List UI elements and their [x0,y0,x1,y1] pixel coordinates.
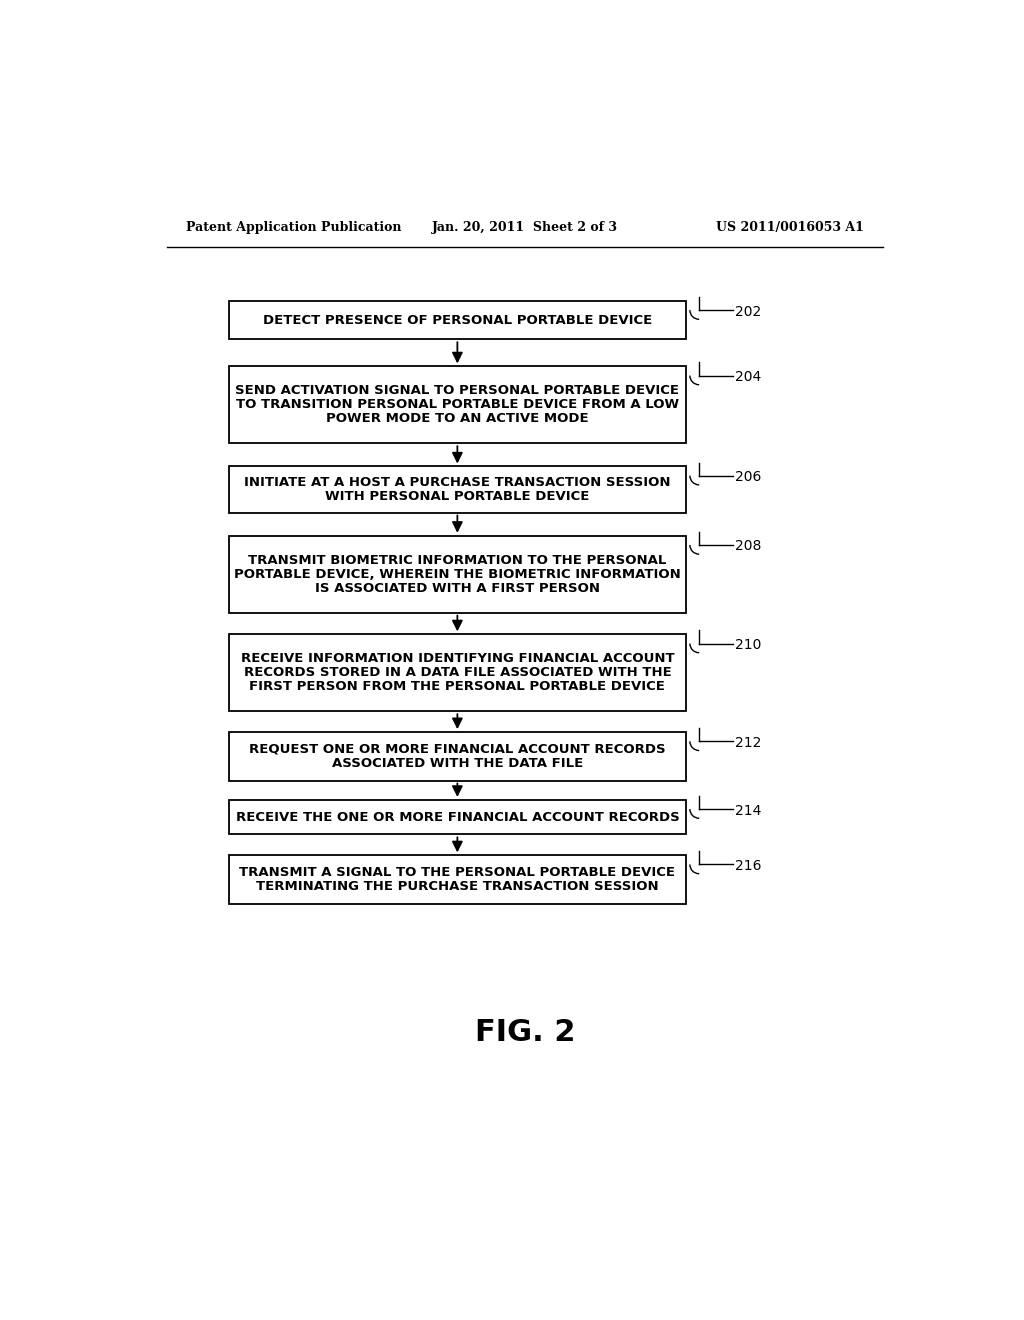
Text: WITH PERSONAL PORTABLE DEVICE: WITH PERSONAL PORTABLE DEVICE [326,490,590,503]
Text: Patent Application Publication: Patent Application Publication [186,222,401,234]
Text: TERMINATING THE PURCHASE TRANSACTION SESSION: TERMINATING THE PURCHASE TRANSACTION SES… [256,880,658,892]
Text: FIG. 2: FIG. 2 [474,1018,575,1047]
Text: 204: 204 [735,370,761,384]
Text: 214: 214 [735,804,761,817]
Bar [228,733,686,780]
Text: US 2011/0016053 A1: US 2011/0016053 A1 [716,222,863,234]
Bar [228,466,686,512]
Text: TRANSMIT BIOMETRIC INFORMATION TO THE PERSONAL: TRANSMIT BIOMETRIC INFORMATION TO THE PE… [248,554,667,566]
Text: 216: 216 [735,859,761,873]
Text: DETECT PRESENCE OF PERSONAL PORTABLE DEVICE: DETECT PRESENCE OF PERSONAL PORTABLE DEV… [263,314,652,326]
Text: RECORDS STORED IN A DATA FILE ASSOCIATED WITH THE: RECORDS STORED IN A DATA FILE ASSOCIATED… [244,667,672,680]
Text: 208: 208 [735,540,761,553]
Text: 202: 202 [735,305,761,318]
Text: REQUEST ONE OR MORE FINANCIAL ACCOUNT RECORDS: REQUEST ONE OR MORE FINANCIAL ACCOUNT RE… [249,743,666,756]
Text: 210: 210 [735,638,761,652]
Text: IS ASSOCIATED WITH A FIRST PERSON: IS ASSOCIATED WITH A FIRST PERSON [314,582,600,594]
Text: RECEIVE INFORMATION IDENTIFYING FINANCIAL ACCOUNT: RECEIVE INFORMATION IDENTIFYING FINANCIA… [241,652,674,665]
Text: TRANSMIT A SIGNAL TO THE PERSONAL PORTABLE DEVICE: TRANSMIT A SIGNAL TO THE PERSONAL PORTAB… [240,866,676,879]
Text: Jan. 20, 2011  Sheet 2 of 3: Jan. 20, 2011 Sheet 2 of 3 [432,222,617,234]
Text: 206: 206 [735,470,761,484]
Bar [228,855,686,904]
Bar [228,301,686,339]
Text: 212: 212 [735,735,761,750]
Text: FIRST PERSON FROM THE PERSONAL PORTABLE DEVICE: FIRST PERSON FROM THE PERSONAL PORTABLE … [250,680,666,693]
Text: SEND ACTIVATION SIGNAL TO PERSONAL PORTABLE DEVICE: SEND ACTIVATION SIGNAL TO PERSONAL PORTA… [236,384,679,397]
Text: RECEIVE THE ONE OR MORE FINANCIAL ACCOUNT RECORDS: RECEIVE THE ONE OR MORE FINANCIAL ACCOUN… [236,810,679,824]
Bar [228,800,686,834]
Bar [228,635,686,711]
Text: POWER MODE TO AN ACTIVE MODE: POWER MODE TO AN ACTIVE MODE [326,412,589,425]
Bar [228,536,686,612]
Bar [228,367,686,444]
Text: TO TRANSITION PERSONAL PORTABLE DEVICE FROM A LOW: TO TRANSITION PERSONAL PORTABLE DEVICE F… [236,399,679,412]
Text: ASSOCIATED WITH THE DATA FILE: ASSOCIATED WITH THE DATA FILE [332,756,583,770]
Text: INITIATE AT A HOST A PURCHASE TRANSACTION SESSION: INITIATE AT A HOST A PURCHASE TRANSACTIO… [244,477,671,490]
Text: PORTABLE DEVICE, WHEREIN THE BIOMETRIC INFORMATION: PORTABLE DEVICE, WHEREIN THE BIOMETRIC I… [234,568,681,581]
